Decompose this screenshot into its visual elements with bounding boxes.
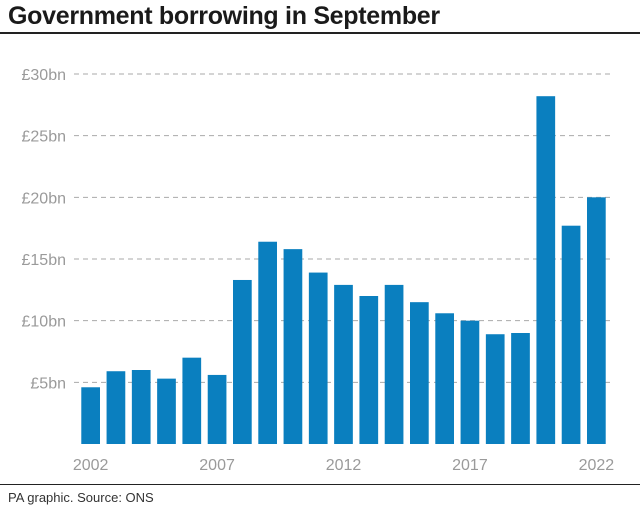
y-tick-label: £30bn	[22, 67, 67, 84]
y-tick-labels: £5bn £10bn £15bn £20bn £25bn £30bn	[22, 67, 67, 392]
bar-2009	[258, 241, 277, 444]
bar-2017	[460, 320, 480, 444]
bar-2003	[106, 371, 126, 444]
y-tick-label: £25bn	[22, 129, 67, 146]
y-tick-label: £15bn	[22, 252, 67, 269]
bar-2019	[511, 333, 530, 444]
bar-2004	[131, 370, 151, 444]
y-tick-label: £10bn	[22, 314, 67, 331]
x-tick-labels: 2002 2007 2012 2017 2022	[73, 457, 614, 474]
bar-chart: £5bn£10bn£15bn£20bn£25bn£30bn 2002 2007 20…	[22, 67, 615, 474]
bar-2002	[81, 387, 100, 444]
top-rule	[0, 32, 640, 34]
bar-2018	[485, 334, 505, 444]
bars	[81, 96, 606, 444]
bottom-rule	[0, 484, 640, 485]
bar-2015	[410, 302, 429, 444]
x-tick-label: 2002	[73, 457, 109, 474]
bar-2020	[536, 96, 556, 444]
bar-2022	[587, 197, 606, 444]
bar-2005	[157, 378, 176, 444]
bar-2010	[283, 249, 303, 444]
bar-2014	[384, 284, 404, 444]
x-tick-label: 2017	[452, 457, 488, 474]
bar-2013	[359, 296, 379, 444]
chart-title: Government borrowing in September	[8, 2, 440, 30]
bar-2007	[207, 374, 227, 444]
bar-2012	[334, 284, 353, 444]
source-note: PA graphic. Source: ONS	[8, 490, 154, 505]
bar-2021	[561, 225, 581, 444]
x-tick-label: 2007	[199, 457, 235, 474]
bar-2011	[308, 272, 328, 444]
bar-2008	[233, 279, 252, 444]
bar-2016	[435, 313, 454, 444]
x-tick-label: 2012	[326, 457, 362, 474]
x-tick-label: 2022	[579, 457, 615, 474]
y-tick-label: £5bn	[30, 375, 66, 392]
y-tick-label: £20bn	[22, 190, 67, 207]
bar-2006	[182, 357, 202, 444]
